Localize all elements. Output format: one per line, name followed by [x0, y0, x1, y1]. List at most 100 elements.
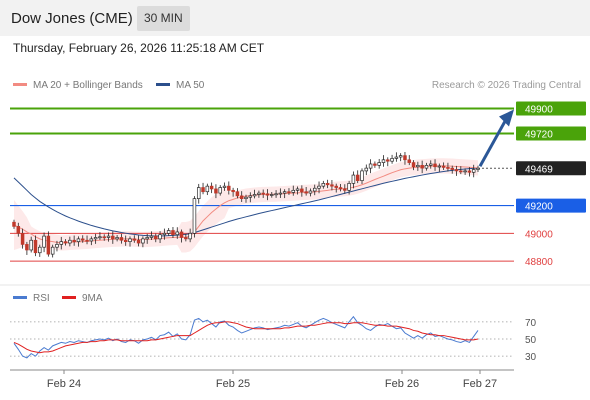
legend-9ma: 9MA [62, 293, 103, 304]
candle-body [136, 239, 141, 244]
candle-body [321, 183, 326, 187]
candle-body [291, 189, 296, 193]
candle-body [42, 235, 46, 248]
candle-body [437, 165, 442, 168]
x-label-3: Feb 27 [463, 378, 497, 390]
candle-body [261, 192, 265, 195]
candle-body [33, 239, 38, 254]
candle-body [282, 191, 287, 194]
candle-body [38, 246, 42, 254]
candle-body [115, 237, 119, 240]
candle-body [403, 155, 407, 161]
candle-body [205, 185, 210, 193]
candle-body [72, 239, 76, 242]
candle-body [428, 163, 433, 166]
candle-body [278, 192, 283, 195]
candle-body [377, 162, 381, 166]
ma50-line [13, 167, 479, 237]
candle-body [218, 187, 222, 194]
candle-body [373, 163, 377, 166]
candle-body [252, 194, 257, 197]
candle-body [93, 237, 98, 240]
candle-body [29, 239, 33, 251]
legend-ma20: MA 20 + Bollinger Bands [13, 80, 143, 92]
level-label-48800: 48800 [525, 257, 553, 268]
legend-ma20-label: MA 20 + Bollinger Bands [33, 80, 143, 91]
candle-body [463, 170, 467, 173]
candle-body [257, 192, 261, 195]
candle-body [407, 159, 412, 163]
candle-body [80, 238, 85, 241]
legend-ma50-label: MA 50 [176, 80, 205, 91]
candle-body [386, 159, 390, 162]
rsi-line [13, 315, 479, 359]
candle-body [411, 162, 416, 168]
level-tag-49469 [516, 161, 586, 176]
candle-body [231, 189, 235, 193]
candle-body [102, 236, 106, 239]
level-label-49200: 49200 [525, 202, 553, 213]
candle-body [16, 226, 21, 234]
candle-body [317, 185, 321, 189]
candle-body [106, 235, 111, 238]
level-tag-49720 [516, 126, 586, 141]
9ma-swatch [62, 295, 76, 299]
candle-body [304, 191, 308, 194]
x-label-0: Feb 24 [47, 378, 81, 390]
credit-text: Research © 2026 Trading Central [431, 80, 581, 91]
candle-body [89, 238, 94, 242]
candle-body [360, 170, 364, 181]
candle-body [166, 230, 171, 234]
legend-9ma-label: 9MA [82, 293, 103, 304]
level-label-49720: 49720 [525, 129, 553, 140]
candle-body [476, 167, 480, 170]
candle-body [381, 159, 386, 163]
candle-body [270, 194, 274, 196]
forecast-arrow-shaft [478, 118, 508, 167]
candle-body [192, 198, 197, 234]
candles [12, 152, 480, 258]
candle-body [119, 237, 124, 241]
candle-body [441, 165, 446, 168]
level-label-49000: 49000 [525, 229, 553, 240]
candle-body [239, 195, 244, 199]
rsi-tick-50: 50 [525, 335, 537, 346]
candle-body [394, 156, 399, 159]
candle-body [244, 196, 248, 199]
rsi-tick-70: 70 [525, 318, 537, 329]
timeframe-button[interactable]: 30 MIN [137, 6, 190, 31]
level-tag-49200 [516, 198, 586, 213]
candle-body [162, 232, 167, 236]
candle-body [308, 190, 313, 194]
candle-body [450, 167, 454, 170]
x-label-2: Feb 26 [385, 378, 419, 390]
legend-rsi-label: RSI [33, 293, 50, 304]
candle-body [149, 235, 154, 238]
candle-body [63, 241, 68, 244]
candle-body [158, 234, 162, 240]
candle-body [188, 232, 192, 240]
candle-body [368, 163, 373, 169]
candle-body [312, 187, 317, 192]
candle-body [325, 183, 330, 186]
candle-body [123, 239, 128, 242]
candle-body [351, 174, 356, 184]
candle-body [248, 195, 253, 198]
candle-body [338, 187, 343, 190]
candle-body [179, 231, 184, 238]
timestamp: Thursday, February 26, 2026 11:25:18 AM … [13, 41, 265, 55]
candle-body [175, 231, 180, 236]
candle-body [209, 185, 214, 190]
header-bar [0, 0, 590, 36]
candle-body [154, 235, 158, 240]
candle-body [300, 188, 304, 193]
rsi-9ma-line [13, 321, 479, 354]
candle-body [235, 191, 240, 197]
candle-body [364, 167, 369, 172]
candle-body [171, 230, 175, 236]
candle-body [295, 188, 300, 191]
candle-body [347, 183, 351, 191]
candle-body [274, 193, 278, 196]
candle-body [398, 155, 403, 158]
